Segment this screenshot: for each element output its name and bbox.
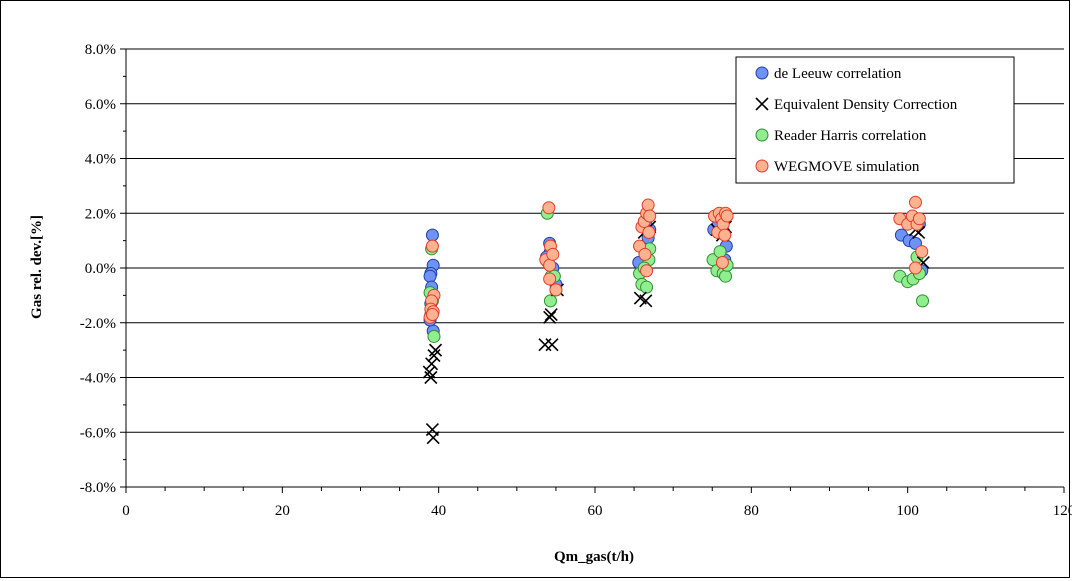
series-3: [423, 195, 929, 324]
data-point: [423, 269, 437, 283]
legend-entry: Reader Harris correlation: [774, 128, 927, 144]
data-point: [542, 201, 556, 215]
data-point: [912, 212, 926, 226]
x-axis-title: Qm_gas(t/h): [554, 549, 634, 565]
data-point: [640, 264, 654, 278]
x-tick-label: 0: [122, 503, 130, 519]
data-point: [425, 357, 439, 371]
data-point: [546, 247, 560, 261]
y-tick-label: 0.0%: [85, 261, 116, 277]
x-tick-label: 80: [744, 503, 759, 519]
data-point: [543, 258, 557, 272]
legend-box: [735, 56, 1015, 184]
x-tick-label: 20: [275, 503, 290, 519]
grid-layer: [126, 48, 1064, 433]
legend-marker: [755, 97, 769, 111]
y-tick-label: 6.0%: [85, 97, 116, 113]
y-tick-label: -2.0%: [80, 316, 116, 332]
data-point: [713, 245, 727, 259]
series-2: [423, 206, 930, 343]
data-point: [715, 256, 729, 270]
x-tick-label: 40: [431, 503, 446, 519]
axis-layer: -8.0% -6.0% -4.0% -2.0% 0.0% 2.0% 4.0% 6.0% 8.0%…: [80, 42, 1072, 519]
data-point: [549, 283, 563, 297]
data-point: [642, 225, 656, 239]
x-tick-label: 100: [896, 503, 919, 519]
data-point: [908, 261, 922, 275]
data-point: [538, 338, 552, 352]
data-point: [544, 307, 558, 322]
data-point: [643, 209, 657, 223]
data-point: [425, 308, 439, 322]
y-tick-label: 2.0%: [85, 206, 116, 222]
data-point: [545, 338, 559, 352]
data-point: [719, 269, 733, 283]
series-0: [423, 212, 929, 338]
data-point: [426, 431, 440, 445]
data-point: [720, 209, 734, 223]
y-tick-label: -8.0%: [80, 480, 116, 496]
data-point: [543, 272, 557, 286]
data-layer: [422, 195, 930, 445]
series-1: [422, 220, 930, 445]
data-point: [718, 228, 732, 242]
legend-entry: de Leeuw correlation: [774, 66, 902, 82]
y-axis-title: Gas rel. dev.[%]: [29, 215, 45, 319]
data-point: [915, 245, 929, 259]
legend-entry: WEGMOVE simulation: [774, 159, 920, 175]
data-point: [424, 370, 438, 385]
legend-entry: Equivalent Density Correction: [774, 97, 958, 113]
y-tick-label: -6.0%: [80, 425, 116, 441]
data-point: [543, 310, 557, 324]
x-tick-label: 60: [588, 503, 603, 519]
data-point: [639, 294, 653, 308]
legend-marker: [755, 66, 769, 80]
data-point: [641, 198, 655, 212]
legend: de Leeuw correlation Equivalent Density C…: [735, 56, 1015, 184]
data-point: [638, 247, 652, 261]
y-tick-label: 4.0%: [85, 152, 116, 168]
data-point: [908, 195, 922, 209]
legend-marker: [755, 128, 769, 142]
data-point: [640, 280, 654, 294]
data-point: [543, 294, 557, 308]
data-point: [425, 239, 439, 253]
y-tick-label: 8.0%: [85, 42, 116, 58]
legend-marker: [755, 159, 769, 173]
data-point: [428, 343, 443, 357]
data-point: [425, 228, 439, 242]
data-point: [427, 329, 441, 343]
y-tick-label: -4.0%: [80, 371, 116, 387]
x-tick-label: 120: [1053, 503, 1072, 519]
data-point: [916, 294, 930, 308]
